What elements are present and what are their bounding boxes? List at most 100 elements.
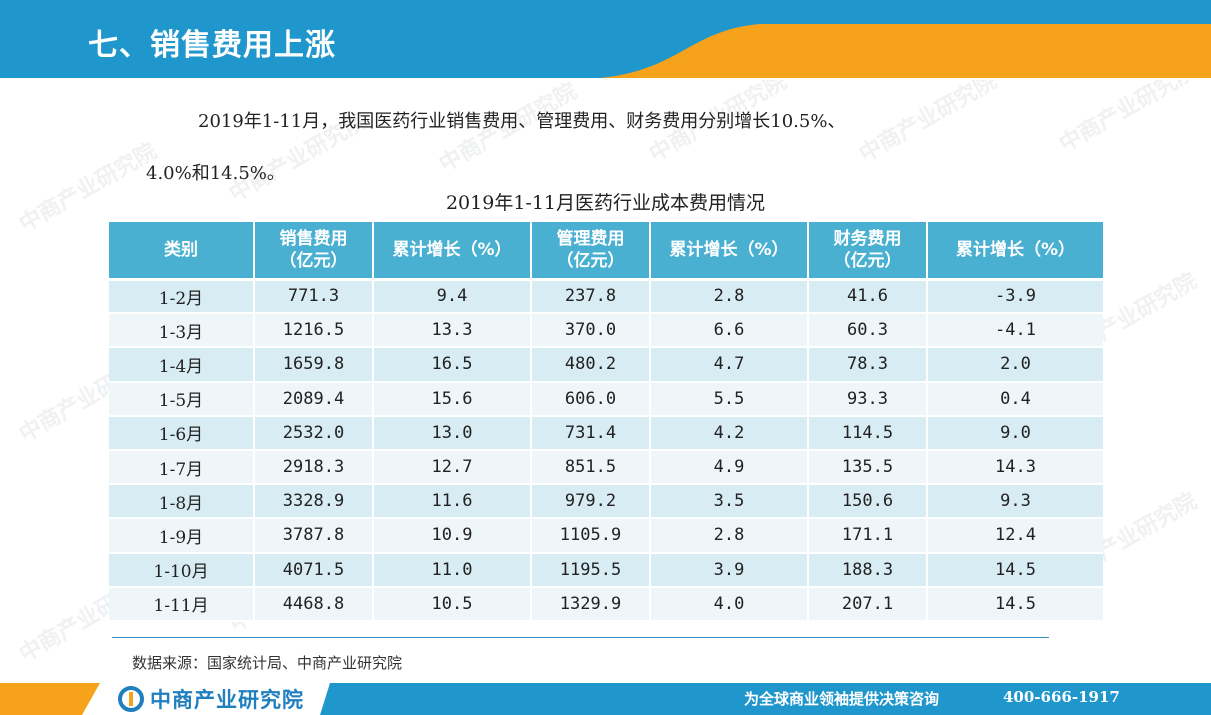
value-cell: 1329.9 xyxy=(531,586,651,622)
value-cell: 4468.8 xyxy=(254,586,374,622)
value-cell: 731.4 xyxy=(531,415,651,451)
period-cell: 1-11月 xyxy=(109,586,255,622)
table-row: 1-5月 2089.4 15.6 606.0 5.5 93.3 0.4 xyxy=(109,381,1103,417)
period-cell: 1-5月 xyxy=(109,381,255,417)
value-cell: 2089.4 xyxy=(254,381,374,417)
value-cell: 4.7 xyxy=(650,347,809,383)
column-header-text: 销售费用 xyxy=(279,228,348,249)
value-cell: 3.5 xyxy=(650,484,809,520)
footer-bar xyxy=(0,683,1211,715)
value-cell: 9.3 xyxy=(927,484,1103,520)
value-cell: 4.0 xyxy=(650,586,809,622)
column-header-text: （亿元） xyxy=(279,250,348,271)
value-cell: 2.8 xyxy=(650,279,809,315)
period-cell: 1-10月 xyxy=(109,552,255,588)
column-header: 销售费用 （亿元） xyxy=(254,222,374,281)
table-row: 1-10月 4071.5 11.0 1195.5 3.9 188.3 14.5 xyxy=(109,552,1103,588)
value-cell: 5.5 xyxy=(650,381,809,417)
page-title: 七、销售费用上涨 xyxy=(88,28,336,63)
value-cell: 14.5 xyxy=(927,586,1103,622)
header-orange-swoosh xyxy=(600,24,1211,78)
value-cell: 93.3 xyxy=(808,381,928,417)
table-body: 1-2月 771.3 9.4 237.8 2.8 41.6 -3.9 1-3月 1216.5 13… xyxy=(109,279,1103,622)
intro-line-1: 2019年1-11月，我国医药行业销售费用、管理费用、财务费用分别增长10.5%… xyxy=(198,111,846,132)
value-cell: 171.1 xyxy=(808,518,928,554)
table-row: 1-2月 771.3 9.4 237.8 2.8 41.6 -3.9 xyxy=(109,279,1103,315)
value-cell: 1659.8 xyxy=(254,347,374,383)
cost-table: 类别 销售费用 （亿元） 累计增长（%） 管理费用 （亿元） 累计增长（%） 财务费用 （亿元）… xyxy=(109,222,1103,622)
value-cell: 2918.3 xyxy=(254,449,374,486)
value-cell: 4071.5 xyxy=(254,552,374,588)
column-header: 累计增长（%） xyxy=(650,222,809,281)
value-cell: 188.3 xyxy=(808,552,928,588)
value-cell: 2532.0 xyxy=(254,415,374,451)
value-cell: 13.0 xyxy=(373,415,532,451)
value-cell: 41.6 xyxy=(808,279,928,315)
value-cell: 11.6 xyxy=(373,484,532,520)
value-cell: 1195.5 xyxy=(531,552,651,588)
value-cell: 6.6 xyxy=(650,313,809,349)
value-cell: 16.5 xyxy=(373,347,532,383)
value-cell: 771.3 xyxy=(254,279,374,315)
value-cell: 13.3 xyxy=(373,313,532,349)
period-cell: 1-7月 xyxy=(109,449,255,486)
table-row: 1-6月 2532.0 13.0 731.4 4.2 114.5 9.0 xyxy=(109,415,1103,451)
value-cell: 0.4 xyxy=(927,381,1103,417)
value-cell: 10.5 xyxy=(373,586,532,622)
table-row: 1-11月 4468.8 10.5 1329.9 4.0 207.1 14.5 xyxy=(109,586,1103,622)
column-header: 财务费用 （亿元） xyxy=(808,222,928,281)
column-header-text: 管理费用 xyxy=(556,228,625,249)
column-header-text: （亿元） xyxy=(833,250,902,271)
column-header-text: 累计增长（%） xyxy=(955,239,1076,260)
value-cell: 14.3 xyxy=(927,449,1103,486)
value-cell: 9.4 xyxy=(373,279,532,315)
value-cell: 1216.5 xyxy=(254,313,374,349)
logo-text: 中商产业研究院 xyxy=(150,688,304,712)
column-header-text: 累计增长（%） xyxy=(669,239,789,260)
source-note: 数据来源：国家统计局、中商产业研究院 xyxy=(132,654,403,672)
value-cell: 10.9 xyxy=(373,518,532,554)
period-cell: 1-4月 xyxy=(109,347,255,383)
value-cell: 237.8 xyxy=(531,279,651,315)
column-header-text: （亿元） xyxy=(556,250,625,271)
value-cell: -4.1 xyxy=(927,313,1103,349)
table-row: 1-7月 2918.3 12.7 851.5 4.9 135.5 14.3 xyxy=(109,449,1103,486)
value-cell: 979.2 xyxy=(531,484,651,520)
value-cell: 60.3 xyxy=(808,313,928,349)
column-header: 累计增长（%） xyxy=(373,222,532,281)
value-cell: 3.9 xyxy=(650,552,809,588)
company-logo: 中商产业研究院 xyxy=(118,684,304,714)
value-cell: 370.0 xyxy=(531,313,651,349)
period-cell: 1-2月 xyxy=(109,279,255,315)
value-cell: 851.5 xyxy=(531,449,651,486)
footer-phone: 400-666-1917 xyxy=(1003,688,1120,706)
column-header-text: 类别 xyxy=(164,239,198,260)
period-cell: 1-3月 xyxy=(109,313,255,349)
value-cell: 207.1 xyxy=(808,586,928,622)
value-cell: 15.6 xyxy=(373,381,532,417)
period-cell: 1-8月 xyxy=(109,484,255,520)
value-cell: 480.2 xyxy=(531,347,651,383)
value-cell: 114.5 xyxy=(808,415,928,451)
table-row: 1-4月 1659.8 16.5 480.2 4.7 78.3 2.0 xyxy=(109,347,1103,383)
column-header: 类别 xyxy=(109,222,255,281)
value-cell: 135.5 xyxy=(808,449,928,486)
table-header-row: 类别 销售费用 （亿元） 累计增长（%） 管理费用 （亿元） 累计增长（%） 财务费用 （亿元）… xyxy=(109,222,1103,281)
period-cell: 1-9月 xyxy=(109,518,255,554)
value-cell: 11.0 xyxy=(373,552,532,588)
value-cell: 3328.9 xyxy=(254,484,374,520)
value-cell: -3.9 xyxy=(927,279,1103,315)
period-cell: 1-6月 xyxy=(109,415,255,451)
value-cell: 9.0 xyxy=(927,415,1103,451)
column-header-text: 累计增长（%） xyxy=(392,239,512,260)
divider-line xyxy=(112,637,1049,638)
table-row: 1-9月 3787.8 10.9 1105.9 2.8 171.1 12.4 xyxy=(109,518,1103,554)
value-cell: 14.5 xyxy=(927,552,1103,588)
logo-icon xyxy=(118,686,144,712)
intro-paragraph: 2019年1-11月，我国医药行业销售费用、管理费用、财务费用分别增长10.5%… xyxy=(146,96,1068,200)
column-header: 累计增长（%） xyxy=(927,222,1103,281)
column-header-text: 财务费用 xyxy=(833,228,902,249)
value-cell: 4.2 xyxy=(650,415,809,451)
value-cell: 3787.8 xyxy=(254,518,374,554)
column-header: 管理费用 （亿元） xyxy=(531,222,651,281)
